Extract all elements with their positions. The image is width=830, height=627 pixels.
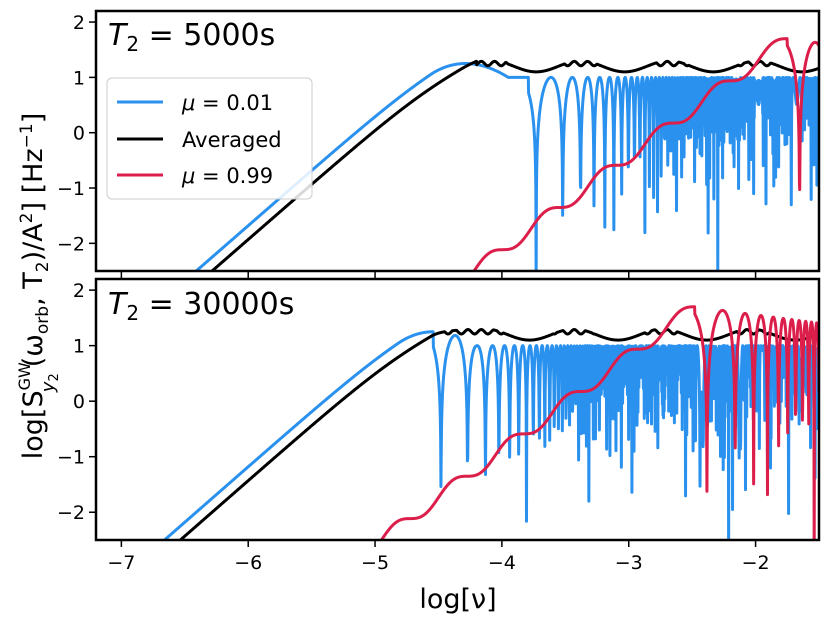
bottom-line-mu001 (162, 330, 819, 540)
bottom-line-mu099 (379, 305, 819, 540)
panel-bottom: −7 −6 −5 −4 −3 −2 −2 −1 0 1 2 T2 = 30000s (57, 277, 821, 574)
legend-box (106, 77, 313, 200)
bottom-ytick-label: −2 (57, 502, 85, 524)
ticks-bottom: −7 −6 −5 −4 −3 −2 −2 −1 0 1 2 (57, 280, 770, 574)
top-ytick-label: −1 (57, 178, 85, 200)
top-ytick-label: 0 (73, 123, 85, 145)
xtick-label: −7 (107, 552, 135, 574)
legend-label-mu001: μ = 0.01 (181, 91, 273, 115)
xtick-label: −4 (488, 552, 516, 574)
xtick-label: −3 (615, 552, 643, 574)
series-group-bottom (162, 305, 819, 540)
series-group-top (193, 37, 819, 271)
legend: μ = 0.01 Averaged μ = 0.99 (106, 77, 313, 200)
top-ytick-label: −2 (57, 233, 85, 255)
top-ytick-label: 2 (73, 12, 85, 34)
y-axis-label: log[SGW y2(ωorb, T2)/A2] [Hz−1] (15, 113, 62, 460)
panel-top: −2 −1 0 1 2 T2 = 5000s μ = 0.01 Averaged μ =… (57, 9, 821, 278)
bottom-ytick-label: −1 (57, 447, 85, 469)
bottom-ytick-label: 2 (73, 280, 85, 302)
bottom-line-averaged (178, 328, 819, 540)
panel-title-top: T2 = 5000s (108, 18, 275, 56)
bottom-ytick-label: 0 (73, 391, 85, 413)
legend-label-averaged: Averaged (182, 128, 282, 152)
panel-title-bottom: T2 = 30000s (108, 287, 294, 325)
xtick-label: −2 (742, 552, 770, 574)
x-axis-label: log[ν] (419, 584, 496, 615)
bottom-ytick-label: 1 (73, 336, 85, 358)
xtick-label: −5 (361, 552, 389, 574)
top-line-averaged (209, 59, 819, 271)
top-ytick-label: 1 (73, 67, 85, 89)
frame-bottom (94, 277, 821, 542)
xtick-label: −6 (234, 552, 262, 574)
legend-label-mu099: μ = 0.99 (181, 164, 273, 188)
top-line-mu099 (472, 37, 819, 271)
frame-top (94, 9, 821, 273)
